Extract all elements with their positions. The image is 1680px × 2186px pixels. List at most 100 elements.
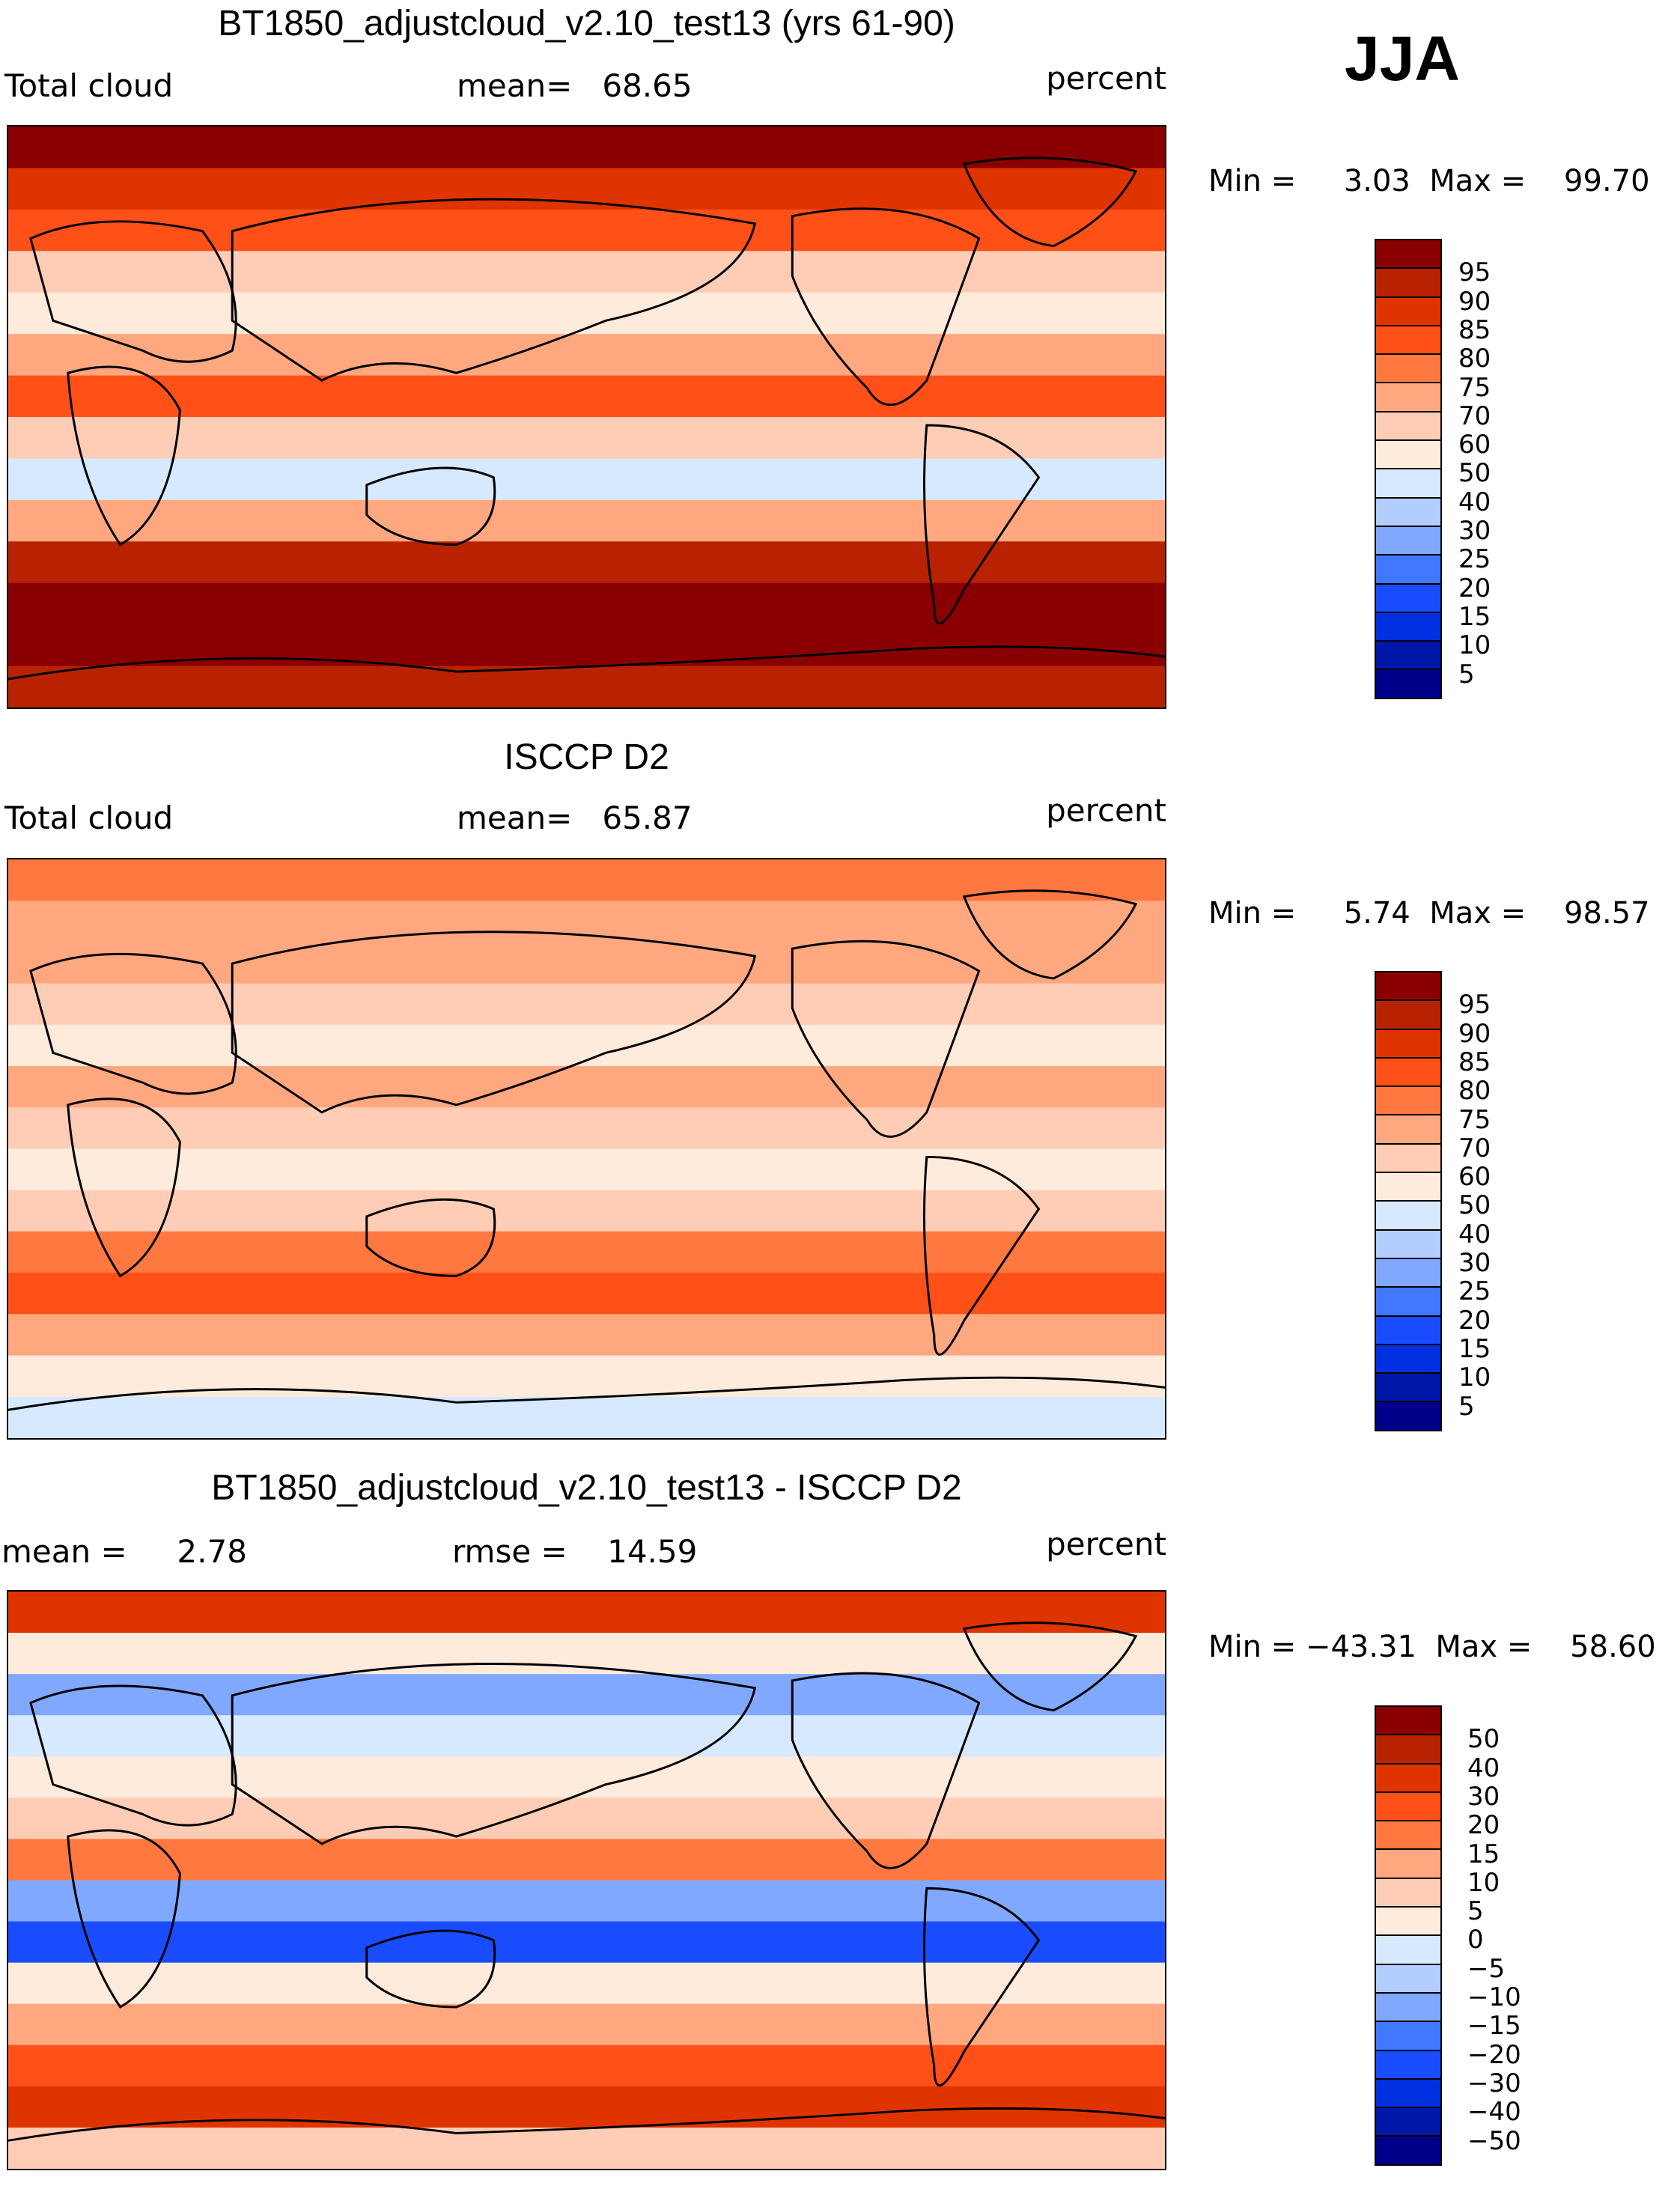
colorbar-box: [1375, 1402, 1442, 1431]
colorbar-tick-label: 5: [1458, 1391, 1475, 1422]
zonal-band: [8, 499, 1165, 543]
colorbar-box: [1375, 326, 1442, 356]
zonal-band: [8, 1962, 1165, 2005]
coastline: [923, 1887, 1041, 2087]
colorbar-box: [1375, 1258, 1442, 1288]
colorbar-tick-label: 5: [1458, 659, 1475, 689]
colorbar-box: [1375, 1001, 1442, 1030]
colorbar-box: [1375, 1764, 1442, 1793]
colorbar-tick-label: 0: [1467, 1925, 1484, 1955]
coastline: [923, 424, 1041, 625]
colorbar-box: [1375, 1821, 1442, 1851]
colorbar-box: [1375, 584, 1442, 613]
colorbar-box: [1375, 1878, 1442, 1908]
coastline: [67, 1829, 181, 2009]
zonal-band: [8, 666, 1165, 707]
panel1-title: BT1850_adjustcloud_v2.10_test13 (yrs 61-…: [218, 4, 955, 43]
colorbar-tick-label: 15: [1458, 1333, 1491, 1364]
colorbar-box: [1375, 297, 1442, 326]
colorbar-tick-label: 40: [1458, 1219, 1491, 1249]
colorbar-tick-label: 50: [1467, 1724, 1500, 1755]
zonal-band: [8, 1633, 1165, 1675]
colorbar-box: [1375, 1087, 1442, 1116]
coastline: [29, 1684, 237, 1827]
zonal-band: [8, 1797, 1165, 1840]
panel2-map: [7, 858, 1166, 1440]
colorbar-box: [1375, 1316, 1442, 1345]
colorbar-box: [1375, 2079, 1442, 2109]
colorbar-tick-label: 60: [1458, 1162, 1491, 1193]
colorbar-tick-label: 30: [1467, 1781, 1500, 1812]
panel3-mean: mean = 2.78: [1, 1533, 247, 1570]
colorbar-box: [1375, 1705, 1442, 1736]
colorbar-box: [1375, 355, 1442, 384]
colorbar-box: [1375, 1230, 1442, 1259]
coastline: [8, 2107, 1165, 2142]
colorbar-tick-label: 10: [1458, 1363, 1491, 1393]
colorbar-box: [1375, 971, 1442, 1002]
colorbar-tick-label: 15: [1467, 1839, 1500, 1869]
panel3-minmax: Min = −43.31 Max = 58.60: [1208, 1630, 1656, 1664]
colorbar-tick-label: 85: [1458, 314, 1491, 345]
colorbar-box: [1375, 412, 1442, 442]
zonal-band: [8, 375, 1165, 418]
colorbar-tick-label: −5: [1467, 1953, 1506, 1984]
panel3-title: BT1850_adjustcloud_v2.10_test13 - ISCCP …: [211, 1468, 962, 1508]
coastline: [67, 1097, 181, 1278]
zonal-band: [8, 334, 1165, 377]
zonal-band: [8, 1066, 1165, 1109]
coastline: [365, 1929, 496, 2009]
colorbar-tick-label: −10: [1467, 1982, 1521, 2012]
colorbar-tick-label: 50: [1458, 1190, 1491, 1221]
colorbar-box: [1375, 1850, 1442, 1879]
colorbar-box: [1375, 1058, 1442, 1088]
colorbar-tick-label: 25: [1458, 1276, 1491, 1307]
coastline: [365, 1198, 496, 1277]
colorbar-box: [1375, 1144, 1442, 1174]
colorbar-box: [1375, 670, 1442, 699]
colorbar-tick-label: −40: [1467, 2097, 1521, 2128]
colorbar-box: [1375, 642, 1442, 671]
zonal-band: [8, 582, 1165, 626]
colorbar-box: [1375, 1908, 1442, 1937]
zonal-band: [8, 1674, 1165, 1717]
colorbar-tick-label: 40: [1458, 487, 1491, 517]
colorbar-tick-label: 25: [1458, 544, 1491, 575]
zonal-band: [8, 1148, 1165, 1191]
coastline: [791, 207, 981, 407]
panel2-variable: Total cloud: [4, 800, 174, 836]
colorbar-box: [1375, 612, 1442, 642]
colorbar-box: [1375, 1345, 1442, 1374]
panel2-title: ISCCP D2: [504, 737, 669, 777]
colorbar-tick-label: 70: [1458, 1133, 1491, 1163]
colorbar-box: [1375, 269, 1442, 298]
colorbar-tick-label: 95: [1458, 990, 1491, 1020]
panel1-map: [7, 125, 1166, 709]
coastline: [962, 156, 1138, 248]
zonal-band: [8, 1880, 1165, 1922]
zonal-band: [8, 1107, 1165, 1150]
colorbar-tick-label: 10: [1467, 1867, 1500, 1898]
coastline: [962, 1622, 1138, 1712]
season-label: JJA: [1345, 23, 1461, 94]
zonal-band: [8, 251, 1165, 293]
colorbar-tick-label: −50: [1467, 2125, 1521, 2156]
colorbar-box: [1375, 1792, 1442, 1822]
panel1-variable: Total cloud: [4, 67, 174, 104]
zonal-band: [8, 859, 1165, 902]
zonal-band: [8, 168, 1165, 210]
colorbar-tick-label: 10: [1458, 630, 1491, 661]
colorbar-box: [1375, 2108, 1442, 2137]
zonal-band: [8, 942, 1165, 984]
coastline: [791, 940, 981, 1138]
colorbar-tick-label: −30: [1467, 2068, 1521, 2098]
colorbar-box: [1375, 526, 1442, 556]
colorbar-tick-label: 40: [1467, 1753, 1500, 1783]
colorbar-tick-label: 95: [1458, 258, 1491, 288]
colorbar-box: [1375, 2137, 1442, 2166]
panel2-minmax: Min = 5.74 Max = 98.57: [1208, 896, 1650, 931]
colorbar-box: [1375, 1202, 1442, 1231]
zonal-band: [8, 1715, 1165, 1758]
colorbar-tick-label: 15: [1458, 601, 1491, 632]
panel1-colorbar: [1375, 239, 1442, 699]
